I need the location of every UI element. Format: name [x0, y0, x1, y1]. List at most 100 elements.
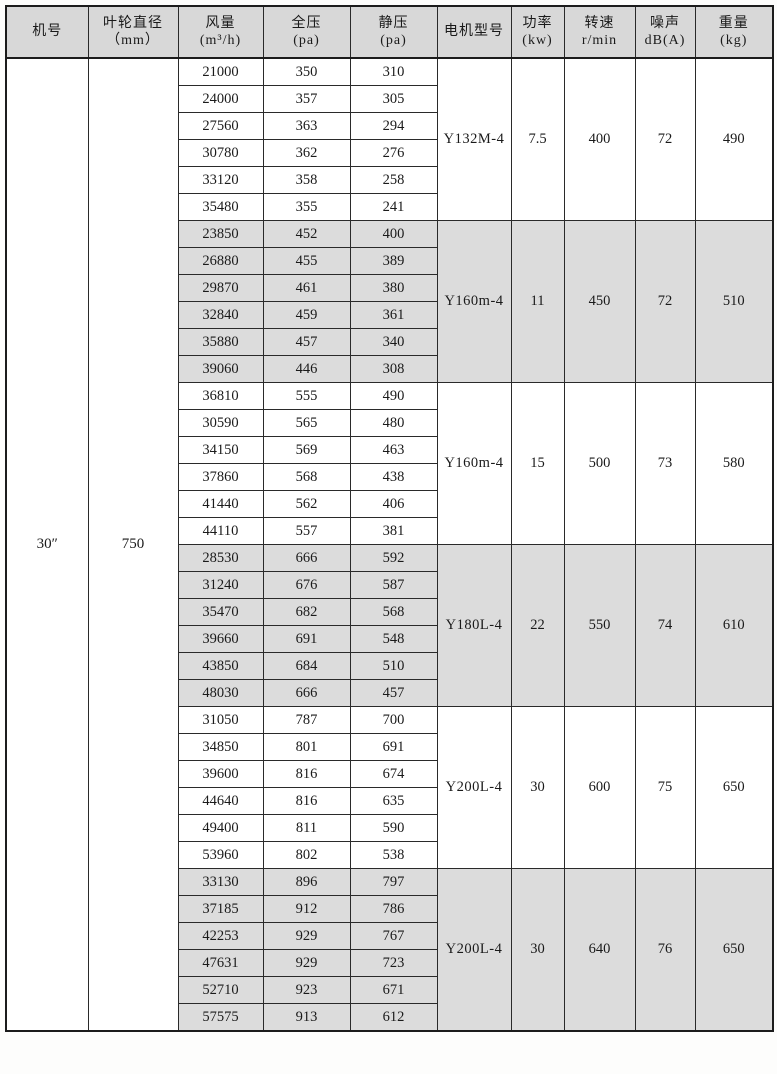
table-row: 57575 913 612	[6, 1003, 773, 1032]
cell-total-pressure: 555	[262, 382, 351, 410]
cell-total-pressure: 929	[262, 922, 351, 950]
cell-static-pressure: 389	[349, 247, 438, 275]
cell-air-volume: 34150	[177, 436, 264, 464]
fan-spec-table: 机号 叶轮直径 （mm） 风量 (m³/h) 全压 (pa) 静压 (pa) 电机型号	[5, 5, 774, 1032]
cell-total-pressure: 358	[262, 166, 351, 194]
table-row: 47631 929 723	[6, 949, 773, 977]
cell-air-volume: 39060	[177, 355, 264, 383]
cell-static-pressure: 548	[349, 625, 438, 653]
cell-speed: 600	[563, 706, 636, 869]
cell-air-volume: 52710	[177, 976, 264, 1004]
cell-motor-model: Y132M-4	[436, 57, 512, 221]
table-row: 29870 461 380	[6, 274, 773, 302]
table-row: 35480 355 241	[6, 193, 773, 221]
cell-power: 11	[510, 220, 565, 383]
header-label: 重量	[718, 15, 749, 31]
cell-air-volume: 47631	[177, 949, 264, 977]
table-row: 41440 562 406	[6, 490, 773, 518]
cell-air-volume: 29870	[177, 274, 264, 302]
header-row: 机号 叶轮直径 （mm） 风量 (m³/h) 全压 (pa) 静压 (pa) 电机型号	[5, 5, 774, 59]
table-row: 52710 923 671	[6, 976, 773, 1004]
cell-weight: 580	[694, 382, 774, 545]
cell-static-pressure: 592	[349, 544, 438, 572]
cell-air-volume: 28530	[177, 544, 264, 572]
cell-total-pressure: 350	[262, 57, 351, 86]
cell-power: 15	[510, 382, 565, 545]
cell-total-pressure: 811	[262, 814, 351, 842]
cell-static-pressure: 480	[349, 409, 438, 437]
cell-total-pressure: 913	[262, 1003, 351, 1032]
cell-static-pressure: 305	[349, 85, 438, 113]
cell-total-pressure: 929	[262, 949, 351, 977]
table-row: 34850 801 691	[6, 733, 773, 761]
cell-power: 7.5	[510, 57, 565, 221]
header-motor-model: 电机型号	[436, 5, 512, 59]
cell-motor-model: Y160m-4	[436, 382, 512, 545]
table-row: 37185 912 786	[6, 895, 773, 923]
cell-power: 30	[510, 868, 565, 1032]
cell-total-pressure: 801	[262, 733, 351, 761]
header-total-pressure: 全压 (pa)	[262, 5, 351, 59]
cell-motor-model: Y180L-4	[436, 544, 512, 707]
cell-total-pressure: 666	[262, 679, 351, 707]
cell-static-pressure: 340	[349, 328, 438, 356]
cell-static-pressure: 310	[349, 57, 438, 86]
cell-total-pressure: 362	[262, 139, 351, 167]
cell-air-volume: 35880	[177, 328, 264, 356]
cell-total-pressure: 912	[262, 895, 351, 923]
cell-static-pressure: 276	[349, 139, 438, 167]
table-row: 44110 557 381	[6, 517, 773, 545]
cell-air-volume: 42253	[177, 922, 264, 950]
table-body: 30″ 750 21000 350 310 Y132M-4 7.5 400 72 490 24000…	[5, 57, 774, 1032]
header-label: 机号	[32, 24, 63, 40]
table-row: 35470 682 568	[6, 598, 773, 626]
cell-total-pressure: 457	[262, 328, 351, 356]
cell-static-pressure: 671	[349, 976, 438, 1004]
cell-weight: 610	[694, 544, 774, 707]
cell-total-pressure: 682	[262, 598, 351, 626]
header-label: 风量	[205, 15, 236, 31]
cell-air-volume: 49400	[177, 814, 264, 842]
cell-static-pressure: 587	[349, 571, 438, 599]
header-static-pressure: 静压 (pa)	[349, 5, 438, 59]
cell-impeller-diameter: 750	[87, 57, 179, 1032]
cell-static-pressure: 308	[349, 355, 438, 383]
cell-static-pressure: 767	[349, 922, 438, 950]
table-row: 32840 459 361	[6, 301, 773, 329]
cell-total-pressure: 565	[262, 409, 351, 437]
cell-air-volume: 48030	[177, 679, 264, 707]
header-label: 全压	[291, 15, 322, 31]
cell-static-pressure: 797	[349, 868, 438, 896]
table-row: 36810 555 490 Y160m-4 15 500 73 580	[6, 382, 774, 545]
table-row: 39600 816 674	[6, 760, 773, 788]
cell-weight: 650	[694, 868, 774, 1032]
cell-air-volume: 32840	[177, 301, 264, 329]
cell-total-pressure: 816	[262, 787, 351, 815]
table-row: 44640 816 635	[6, 787, 773, 815]
cell-static-pressure: 538	[349, 841, 438, 869]
cell-total-pressure: 357	[262, 85, 351, 113]
cell-air-volume: 31050	[177, 706, 264, 734]
header-label: 叶轮直径	[103, 15, 163, 31]
cell-air-volume: 30590	[177, 409, 264, 437]
cell-air-volume: 23850	[177, 220, 264, 248]
table-row: 49400 811 590	[6, 814, 773, 842]
header-noise: 噪声 dB(A)	[634, 5, 696, 59]
cell-static-pressure: 361	[349, 301, 438, 329]
cell-total-pressure: 363	[262, 112, 351, 140]
cell-total-pressure: 691	[262, 625, 351, 653]
cell-noise: 72	[634, 57, 696, 221]
cell-total-pressure: 787	[262, 706, 351, 734]
cell-static-pressure: 691	[349, 733, 438, 761]
cell-speed: 550	[563, 544, 636, 707]
cell-air-volume: 39600	[177, 760, 264, 788]
header-label: 功率	[522, 15, 553, 31]
table-row: 31050 787 700 Y200L-4 30 600 75 650	[6, 706, 774, 869]
table-row: 42253 929 767	[6, 922, 773, 950]
cell-speed: 450	[563, 220, 636, 383]
cell-total-pressure: 569	[262, 436, 351, 464]
header-speed: 转速 r/min	[563, 5, 636, 59]
cell-noise: 74	[634, 544, 696, 707]
cell-power: 30	[510, 706, 565, 869]
